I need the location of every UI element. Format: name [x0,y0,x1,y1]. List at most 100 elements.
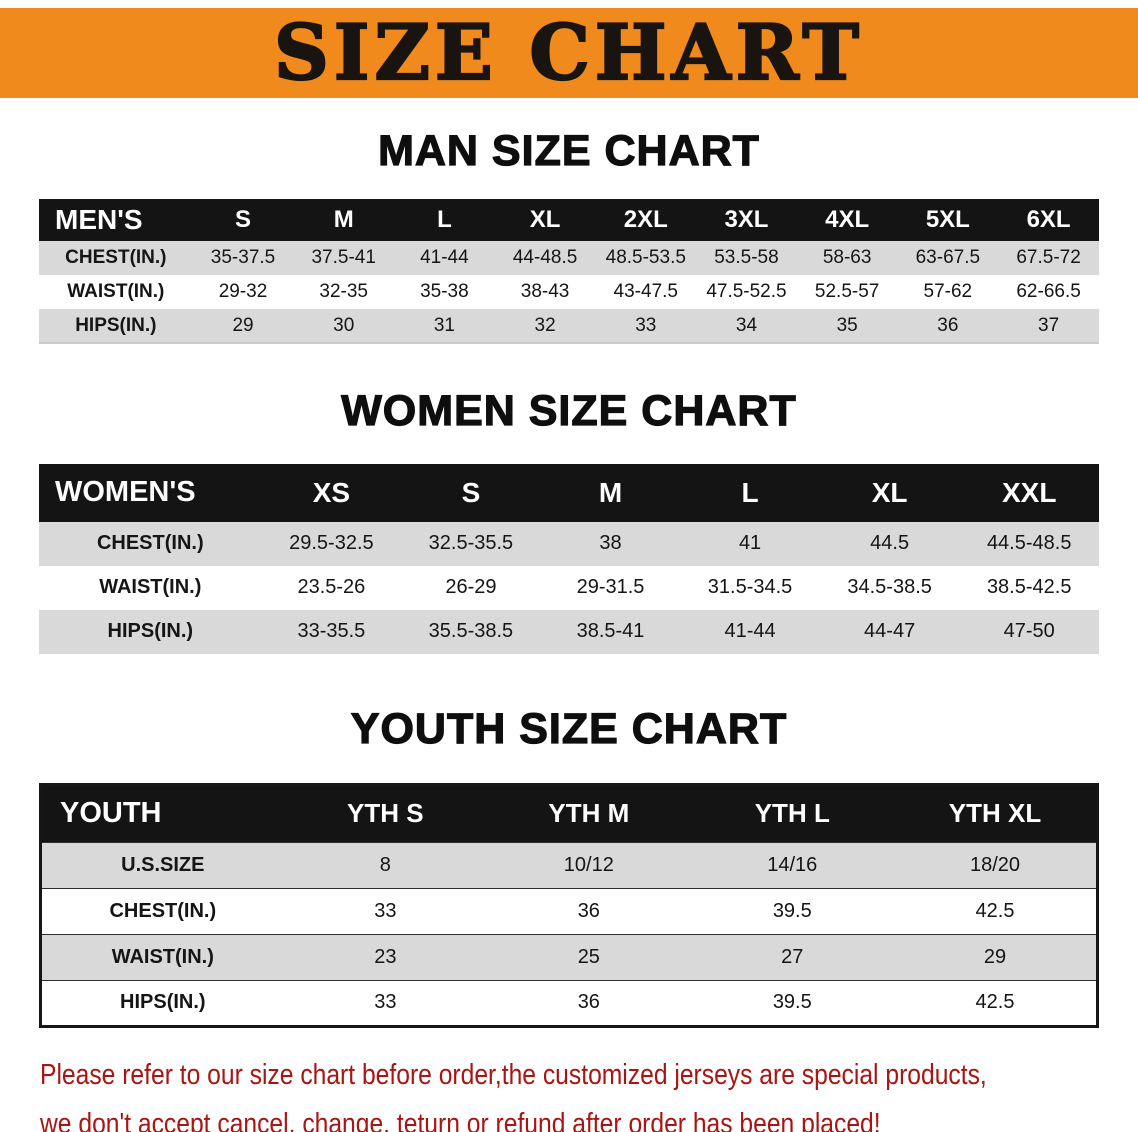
size-value-cell: 37 [1038,314,1060,336]
size-value-cell: 36 [487,979,691,1027]
women-section-heading: WOMEN SIZE CHART [341,387,797,436]
men-size-section: MAN SIZE CHART MEN'S S M L XL 2XL 3XL 4XL 5XL 6XL… [0,127,1138,344]
youth-size-table: YOUTH YTH S YTH M YTH L YTH XL U.S.SIZE 8 10/12… [39,782,1099,1028]
size-value-cell: 36 [937,314,959,336]
row-label-cell: CHEST(IN.) [96,532,204,555]
size-value-cell: 31.5-34.5 [707,576,793,599]
size-value-cell: 29 [232,314,254,336]
size-value-cell: 23.5-26 [297,576,366,599]
size-value-cell: 38.5-42.5 [986,576,1072,599]
size-header-cell: XS [261,463,402,522]
size-value-cell: 41-44 [420,247,469,269]
size-value-cell: 33 [635,314,657,336]
women-size-section: WOMEN SIZE CHART WOMEN'S XS S M L XL XXL CHEST(… [0,387,1138,654]
row-label-cell: HIPS(IN.) [75,314,157,336]
size-value-cell: 44.5 [870,532,910,555]
row-label-cell: WAIST(IN.) [99,576,202,599]
row-label-cell: HIPS(IN.) [107,620,194,643]
measurement-row: CHEST(IN.) 29.5-32.5 32.5-35.5 38 41 44.5 44.5… [39,521,1099,566]
size-value-cell: 39.5 [690,887,895,935]
size-value-cell: 38.5-41 [576,620,645,643]
size-value-cell: 31 [433,314,455,336]
size-value-cell: 58-63 [822,247,872,269]
size-value-cell: 34.5-38.5 [847,576,932,599]
size-value-cell: 38 [599,532,622,555]
measurement-row: CHEST(IN.) 35-37.5 37.5-41 41-44 44-48.5 48.5… [39,241,1099,276]
youth-size-section: YOUTH SIZE CHART YOUTH YTH S YTH M YTH L YTH… [0,704,1138,1028]
size-header-cell: 5XL [897,199,999,242]
size-header-cell: XXL [959,463,1099,522]
size-value-cell: 44-47 [864,620,916,643]
youth-section-heading: YOUTH SIZE CHART [350,704,788,753]
size-value-cell: 35 [836,314,858,336]
size-value-cell: 41 [738,532,762,555]
size-header-cell: YTH S [283,784,488,843]
table-title-cell: WOMEN'S [39,463,262,522]
size-value-cell: 29-32 [218,281,268,303]
size-value-cell: 27 [690,933,895,981]
size-value-cell: 18/20 [894,841,1098,889]
page-title: SIZE CHART [273,8,864,97]
size-value-cell: 32-35 [319,281,369,303]
size-header-cell: M [293,199,395,242]
measurement-row: WAIST(IN.) 23 25 27 29 [40,933,1098,981]
size-value-cell: 67.5-72 [1016,247,1081,269]
size-header-cell: L [394,199,495,242]
size-value-cell: 29-31.5 [576,576,645,599]
measurement-row: U.S.SIZE 8 10/12 14/16 18/20 [40,841,1098,889]
men-section-heading: MAN SIZE CHART [377,127,760,176]
table-header-row: WOMEN'S XS S M L XL XXL [39,463,1099,522]
size-header-cell: L [680,463,820,522]
size-value-cell: 35-38 [420,281,469,303]
size-value-cell: 8 [283,841,488,889]
row-label-cell: CHEST(IN.) [65,247,167,269]
row-label-cell: U.S.SIZE [40,841,284,889]
size-value-cell: 33 [283,887,488,935]
size-value-cell: 52.5-57 [814,281,880,303]
disclaimer-line-1: Please refer to our size chart before or… [40,1058,987,1091]
size-value-cell: 36 [487,887,691,935]
size-value-cell: 44.5-48.5 [986,532,1072,555]
size-value-cell: 26-29 [445,576,497,599]
measurement-row: HIPS(IN.) 33-35.5 35.5-38.5 38.5-41 41-44 44-… [39,609,1099,654]
size-header-cell: YTH L [690,784,895,843]
size-value-cell: 33-35.5 [297,620,366,643]
size-value-cell: 23 [283,933,488,981]
measurement-row: HIPS(IN.) 33 36 39.5 42.5 [40,979,1098,1027]
size-chart-banner: SIZE CHART [0,8,1138,98]
size-value-cell: 42.5 [894,887,1098,935]
measurement-row: HIPS(IN.) 29 30 31 32 33 34 35 36 37 [39,309,1099,344]
size-header-cell: 3XL [696,199,797,242]
size-value-cell: 57-62 [923,281,973,303]
size-value-cell: 25 [487,933,691,981]
size-header-cell: XL [494,199,596,242]
men-size-table: MEN'S S M L XL 2XL 3XL 4XL 5XL 6XL CHEST(IN.) 35-37… [39,199,1099,344]
disclaimer: Please refer to our size chart before or… [40,1054,1138,1132]
size-header-cell: XL [819,463,960,522]
size-header-cell: YTH XL [894,784,1098,843]
measurement-row: CHEST(IN.) 33 36 39.5 42.5 [40,887,1098,935]
size-value-cell: 29.5-32.5 [289,532,374,555]
size-header-cell: 2XL [595,199,697,242]
size-value-cell: 43-47.5 [613,281,678,303]
size-value-cell: 29 [894,933,1098,981]
row-label-cell: WAIST(IN.) [40,933,284,981]
size-value-cell: 38-43 [520,281,570,303]
size-header-cell: YTH M [487,784,691,843]
size-header-cell: M [540,463,681,522]
size-value-cell: 10/12 [487,841,691,889]
size-value-cell: 37.5-41 [311,247,376,269]
size-header-cell: 6XL [998,199,1099,242]
size-value-cell: 47-50 [1003,620,1055,643]
size-value-cell: 32 [534,314,556,336]
size-header-cell: S [192,199,294,242]
size-value-cell: 33 [283,979,488,1027]
size-header-cell: 4XL [796,199,898,242]
women-size-table: WOMEN'S XS S M L XL XXL CHEST(IN.) 29.5-32.5 32.5… [39,463,1099,654]
disclaimer-line-2: we don't accept cancel, change, teturn o… [40,1108,881,1132]
size-value-cell: 63-67.5 [915,247,981,269]
size-value-cell: 62-66.5 [1016,281,1081,303]
size-value-cell: 53.5-58 [714,247,779,269]
row-label-cell: WAIST(IN.) [67,281,165,303]
